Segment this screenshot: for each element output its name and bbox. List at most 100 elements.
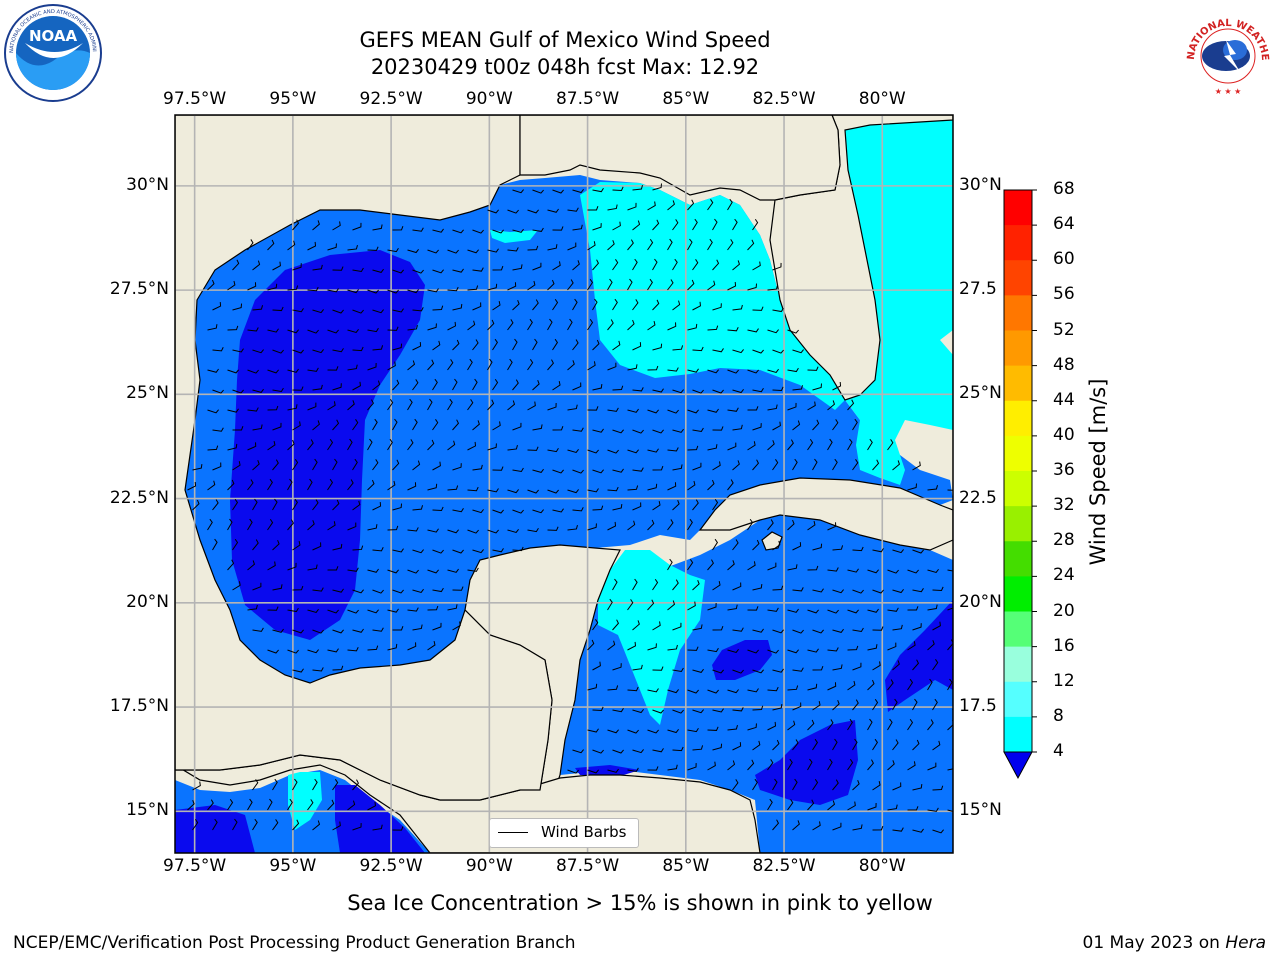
- wind-barb: [912, 549, 924, 554]
- wind-barb: [567, 207, 579, 212]
- wind-barb: [612, 186, 624, 191]
- wind-barb: [332, 419, 340, 431]
- wind-barb: [212, 818, 218, 831]
- wind-barb: [872, 589, 884, 594]
- wind-barb: [927, 640, 935, 651]
- wind-barb: [767, 440, 775, 451]
- colorbar-under-triangle: [1003, 751, 1033, 780]
- wind-barb: [467, 529, 479, 534]
- wind-barb: [392, 459, 400, 471]
- wind-barb: [927, 719, 934, 731]
- wind-barb: [367, 399, 374, 411]
- wind-barb: [367, 801, 376, 811]
- wind-barb: [912, 623, 922, 631]
- colorbar-segment: [1004, 435, 1032, 472]
- wind-barb: [452, 229, 464, 234]
- wind-barb: [827, 800, 836, 811]
- wind-barb: [532, 468, 544, 473]
- wind-barb: [832, 779, 839, 791]
- wind-barb: [507, 209, 519, 214]
- wind-barb: [552, 189, 564, 194]
- wind-barb: [812, 821, 821, 831]
- wind-barb: [627, 485, 639, 491]
- wind-barb: [347, 609, 359, 614]
- wind-barb: [612, 429, 624, 434]
- wind-barb: [552, 226, 564, 231]
- wind-barb: [352, 779, 359, 791]
- wind-barb: [267, 239, 275, 251]
- wind-barb: [472, 267, 484, 272]
- wind-barb: [452, 419, 460, 431]
- wind-barb: [807, 565, 819, 571]
- wind-barb: [707, 647, 719, 653]
- wind-barb: [812, 588, 824, 593]
- wind-barb: [712, 389, 724, 394]
- wind-barb: [812, 665, 824, 671]
- wind-barb: [732, 460, 740, 471]
- wind-barb: [607, 729, 619, 734]
- wind-barb: [427, 569, 439, 574]
- wind-barb: [227, 369, 239, 374]
- wind-barb: [907, 761, 916, 771]
- wind-barb: [412, 379, 419, 391]
- wind-barb: [687, 480, 696, 491]
- wind-barb: [907, 641, 916, 651]
- wind-barb: [852, 824, 863, 831]
- wind-barb: [727, 369, 739, 374]
- wind-barb: [807, 401, 816, 411]
- wind-barb: [387, 480, 396, 491]
- wind-barb: [852, 738, 858, 751]
- wind-barb: [232, 426, 244, 431]
- wind-barb: [352, 458, 358, 471]
- us-gulf-coast-land: [519, 115, 841, 201]
- wind-barb: [412, 269, 424, 274]
- wind-barb: [392, 826, 404, 831]
- wind-barb: [647, 409, 659, 414]
- wind-barb: [592, 469, 604, 474]
- wind-barb: [827, 567, 839, 572]
- wind-barb: [427, 439, 435, 451]
- wind-barb: [227, 479, 235, 491]
- wind-barb: [447, 604, 458, 611]
- wind-barb: [192, 499, 200, 511]
- wind-barb: [392, 269, 404, 274]
- wind-barb: [552, 298, 559, 311]
- wind-barb: [447, 398, 453, 411]
- wind-barb: [912, 588, 924, 593]
- wind-barb: [772, 819, 780, 831]
- wind-barb: [887, 439, 894, 451]
- wind-barb: [732, 389, 744, 394]
- wind-barb: [792, 702, 802, 711]
- wind-barb: [772, 629, 784, 634]
- wind-barb: [647, 278, 653, 291]
- colorbar-tick-label: 24: [1053, 565, 1075, 586]
- wind-barb: [652, 429, 664, 434]
- wind-barb: [212, 302, 222, 311]
- wind-barb: [267, 440, 276, 451]
- wind-barb: [807, 520, 816, 531]
- wind-barb: [807, 366, 819, 371]
- wind-barb: [207, 480, 216, 491]
- lon-label-bottom: 82.5°W: [752, 856, 816, 876]
- wind-barb: [752, 740, 761, 751]
- wind-barb: [527, 401, 536, 411]
- wind-barb: [712, 218, 718, 231]
- wind-barb: [267, 798, 273, 811]
- wind-barb: [367, 246, 379, 251]
- wind-barb: [487, 319, 495, 331]
- wind-barb: [607, 521, 617, 531]
- wind-barb: [607, 362, 617, 371]
- low-wind-pacific-east: [335, 785, 425, 853]
- wind-barb: [687, 601, 696, 611]
- lon-label-top: 95°W: [269, 89, 317, 109]
- wind-barb: [312, 499, 319, 511]
- lat-label-left: 15°N: [126, 800, 169, 821]
- wind-barb: [207, 368, 219, 373]
- wind-barb: [507, 358, 513, 371]
- wind-barb: [707, 479, 715, 491]
- wind-barb: [187, 481, 197, 491]
- wind-barb: [507, 282, 517, 291]
- wind-barb: [387, 608, 399, 613]
- wind-barb: [852, 627, 864, 632]
- wind-barb: [247, 369, 259, 374]
